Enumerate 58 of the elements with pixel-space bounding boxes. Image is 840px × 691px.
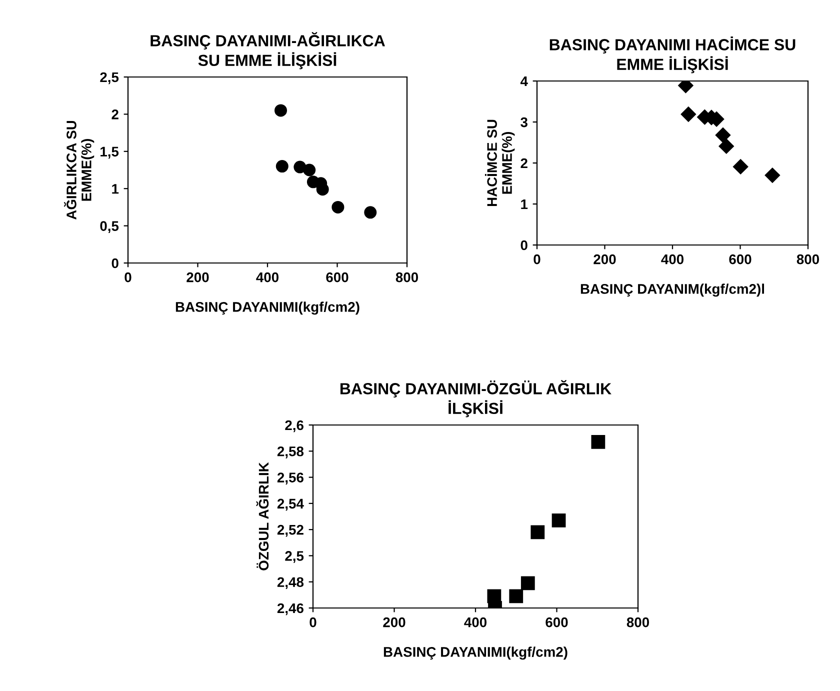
point (303, 164, 316, 176)
x-tick-label: 400 (256, 272, 279, 282)
x-axis-title: BASINÇ DAYANIMI(kgf/cm2) (384, 646, 568, 660)
point (733, 159, 748, 174)
y-axis-title: ÖZGUL AĞIRLIK (256, 462, 269, 570)
x-tick-label: 800 (796, 254, 820, 264)
point (520, 576, 535, 590)
y-tick-label: 1,5 (100, 146, 119, 159)
y-tick-label: 2 (520, 158, 528, 168)
y-tick-label: 2,6 (285, 420, 304, 432)
point (552, 513, 566, 528)
y-tick-label: 2,46 (277, 603, 304, 616)
x-tick-label: 600 (326, 272, 348, 282)
y-tick-label: 0 (520, 240, 528, 250)
point (718, 138, 734, 154)
x-tick-label: 0 (534, 254, 540, 264)
point (530, 525, 545, 540)
y-tick-label: 2,56 (277, 472, 304, 484)
y-tick-label: 2,52 (277, 524, 304, 537)
x-axis-title: BASINÇ DAYANIM(kgf/cm2)l (580, 284, 764, 297)
x-tick-label: 600 (729, 254, 752, 264)
point (332, 200, 344, 214)
point (274, 104, 288, 117)
x-axis-title: BASINÇ DAYANIMI(kgf/cm2) (176, 302, 360, 315)
point (509, 589, 524, 604)
point (276, 160, 288, 173)
y-tick-label: 2,54 (277, 498, 304, 511)
point (715, 128, 731, 143)
y-tick-label: 1 (521, 199, 528, 210)
y-tick-label: 0,5 (100, 221, 119, 233)
y-tick-label: 2,58 (277, 446, 304, 458)
y-axis-title: HACİMCE SU EMME(%) (484, 120, 515, 206)
chart-title: BASINÇ DAYANIMI-ÖZGÜL AĞIRLIK İLŞKİSİ (340, 380, 612, 418)
y-tick-label: 1 (112, 184, 119, 194)
y-tick-label: 2 (112, 110, 118, 120)
point (764, 168, 780, 183)
point (680, 106, 696, 122)
x-tick-label: 0 (124, 272, 132, 282)
chart-title: BASINÇ DAYANIMI-AĞIRLIKCA SU EMME İLİŞKİSİ (150, 32, 385, 70)
y-axis-title: AĞIRLIKCA SU EMME(%) (64, 120, 94, 220)
x-tick-label: 800 (626, 617, 650, 628)
x-tick-label: 600 (546, 617, 568, 628)
y-tick-label: 2,48 (277, 577, 304, 590)
y-tick-label: 4 (520, 76, 528, 86)
x-tick-label: 0 (310, 617, 316, 628)
point (591, 435, 606, 449)
y-tick-label: 2,5 (100, 72, 119, 84)
x-tick-label: 200 (186, 272, 209, 282)
x-tick-label: 200 (383, 617, 406, 628)
x-tick-label: 200 (594, 254, 616, 264)
point (316, 183, 329, 196)
chart-title: BASINÇ DAYANIMI HACİMCE SU EMME İLİŞKİSİ (550, 36, 796, 74)
point (364, 206, 377, 219)
x-tick-label: 800 (396, 272, 418, 282)
y-tick-label: 2,5 (285, 551, 304, 563)
y-tick-label: 3 (520, 117, 528, 128)
x-tick-label: 400 (661, 254, 684, 264)
x-tick-label: 400 (464, 617, 487, 628)
